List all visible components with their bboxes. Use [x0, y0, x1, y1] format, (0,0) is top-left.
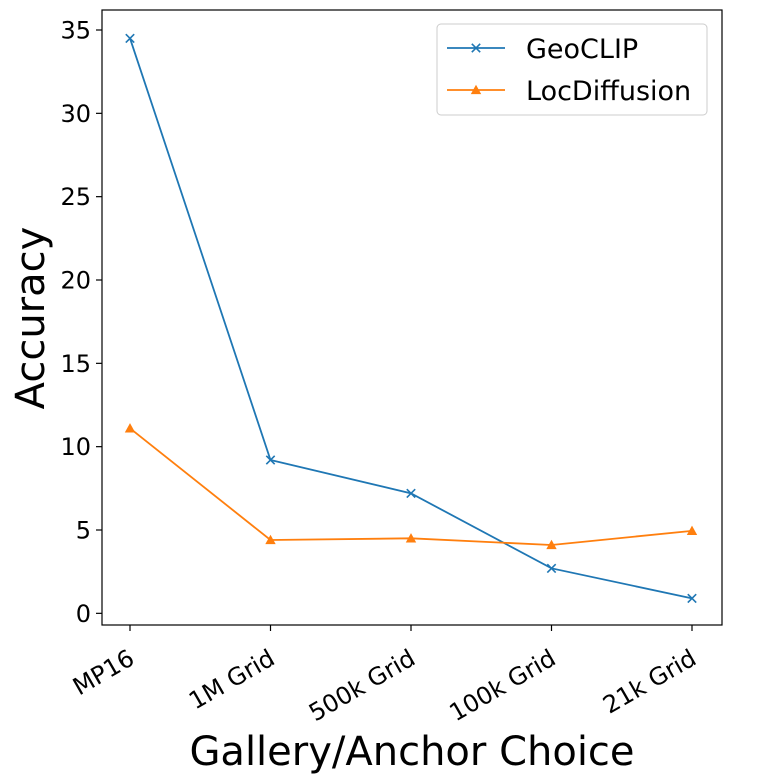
x-tick-label: 1M Grid	[184, 644, 279, 715]
legend-box	[436, 23, 708, 116]
y-axis-title: Accuracy	[8, 227, 54, 410]
series-layer	[124, 33, 698, 604]
y-tick-label: 20	[60, 267, 91, 295]
x-axis-title: Gallery/Anchor Choice	[189, 729, 634, 775]
y-axis: 0 5 10 15 20 25 30 35	[60, 17, 102, 628]
y-tick-label: 5	[76, 517, 91, 545]
data-point	[687, 593, 697, 604]
y-tick-label: 10	[60, 433, 91, 461]
data-point	[546, 539, 557, 550]
data-point	[405, 533, 417, 543]
y-tick-label: 15	[60, 350, 91, 378]
x-tick-label: 100k Grid	[445, 644, 561, 727]
legend-marker	[470, 84, 482, 95]
data-point	[124, 423, 136, 433]
data-point	[265, 455, 276, 465]
x-tick-label: 500k Grid	[304, 644, 420, 727]
y-tick-label: 30	[60, 100, 91, 128]
legend-marker	[471, 43, 481, 53]
data-point	[686, 525, 698, 535]
data-point	[125, 33, 135, 44]
data-point	[406, 488, 416, 499]
legend: GeoCLIP LocDiffusion	[436, 23, 708, 116]
y-tick-label: 0	[76, 600, 91, 628]
data-point	[265, 534, 276, 545]
x-axis: MP16 1M Grid 500k Grid 100k Grid 21k Grid	[68, 625, 701, 727]
x-tick-label: MP16	[68, 644, 139, 701]
y-tick-label: 25	[60, 183, 91, 211]
legend-label: LocDiffusion	[526, 76, 691, 107]
data-point	[546, 563, 557, 574]
y-tick-label: 35	[60, 17, 91, 45]
legend-label: GeoCLIP	[526, 34, 638, 65]
x-tick-label: 21k Grid	[598, 644, 701, 719]
